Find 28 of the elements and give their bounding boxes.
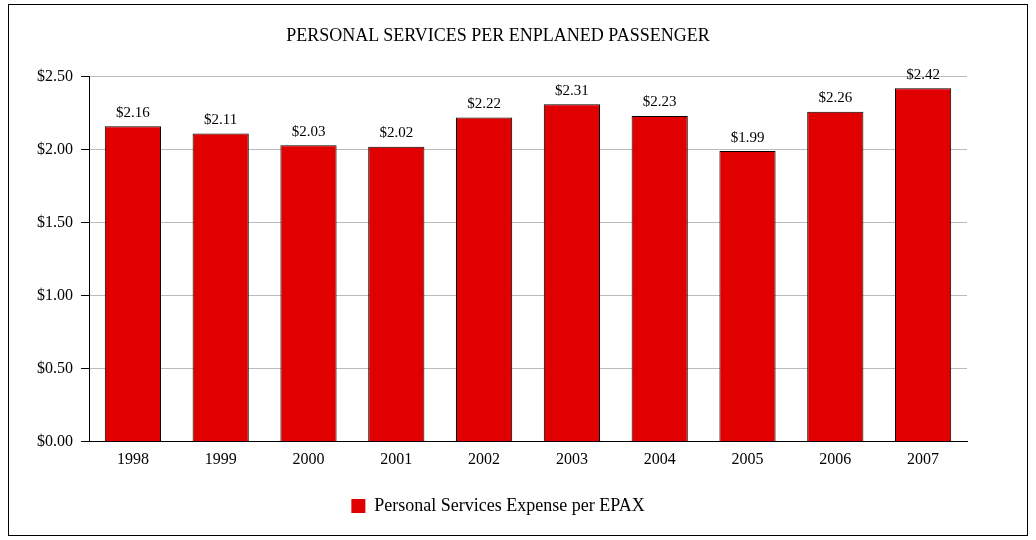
- x-tick-label: 2000: [292, 449, 325, 467]
- data-label: $2.23: [642, 93, 677, 110]
- y-tick-label: $0.50: [37, 358, 73, 376]
- x-tick-label: 2002: [468, 449, 501, 467]
- y-tick-label: $2.00: [37, 139, 73, 157]
- legend-label: Personal Services Expense per EPAX: [374, 494, 645, 515]
- x-tick-label: 2006: [819, 449, 852, 467]
- chart-title: PERSONAL SERVICES PER ENPLANED PASSENGER: [286, 24, 710, 45]
- y-tick-label: $1.00: [37, 285, 73, 303]
- x-tick-label: 2001: [380, 449, 413, 467]
- data-label: $2.11: [204, 111, 238, 128]
- data-label: $2.22: [467, 94, 501, 111]
- x-tick-label: 1998: [116, 449, 149, 467]
- data-label: $2.26: [818, 89, 853, 106]
- x-tick-label: 2007: [907, 449, 940, 467]
- data-label: $2.03: [291, 122, 326, 139]
- data-label: $2.42: [906, 65, 940, 82]
- y-tick-label: $0.00: [37, 432, 73, 449]
- data-label: $2.31: [555, 81, 589, 98]
- x-tick-label: 1999: [204, 449, 237, 467]
- y-tick-label: $1.50: [37, 212, 73, 230]
- x-tick-label: 2005: [731, 449, 764, 467]
- x-tick-label: 2003: [555, 449, 588, 467]
- x-tick-label: 2004: [643, 449, 676, 467]
- data-label: $1.99: [730, 128, 765, 145]
- data-label: $2.02: [379, 124, 414, 141]
- y-tick-label: $2.50: [37, 66, 73, 84]
- data-label: $2.16: [116, 103, 151, 120]
